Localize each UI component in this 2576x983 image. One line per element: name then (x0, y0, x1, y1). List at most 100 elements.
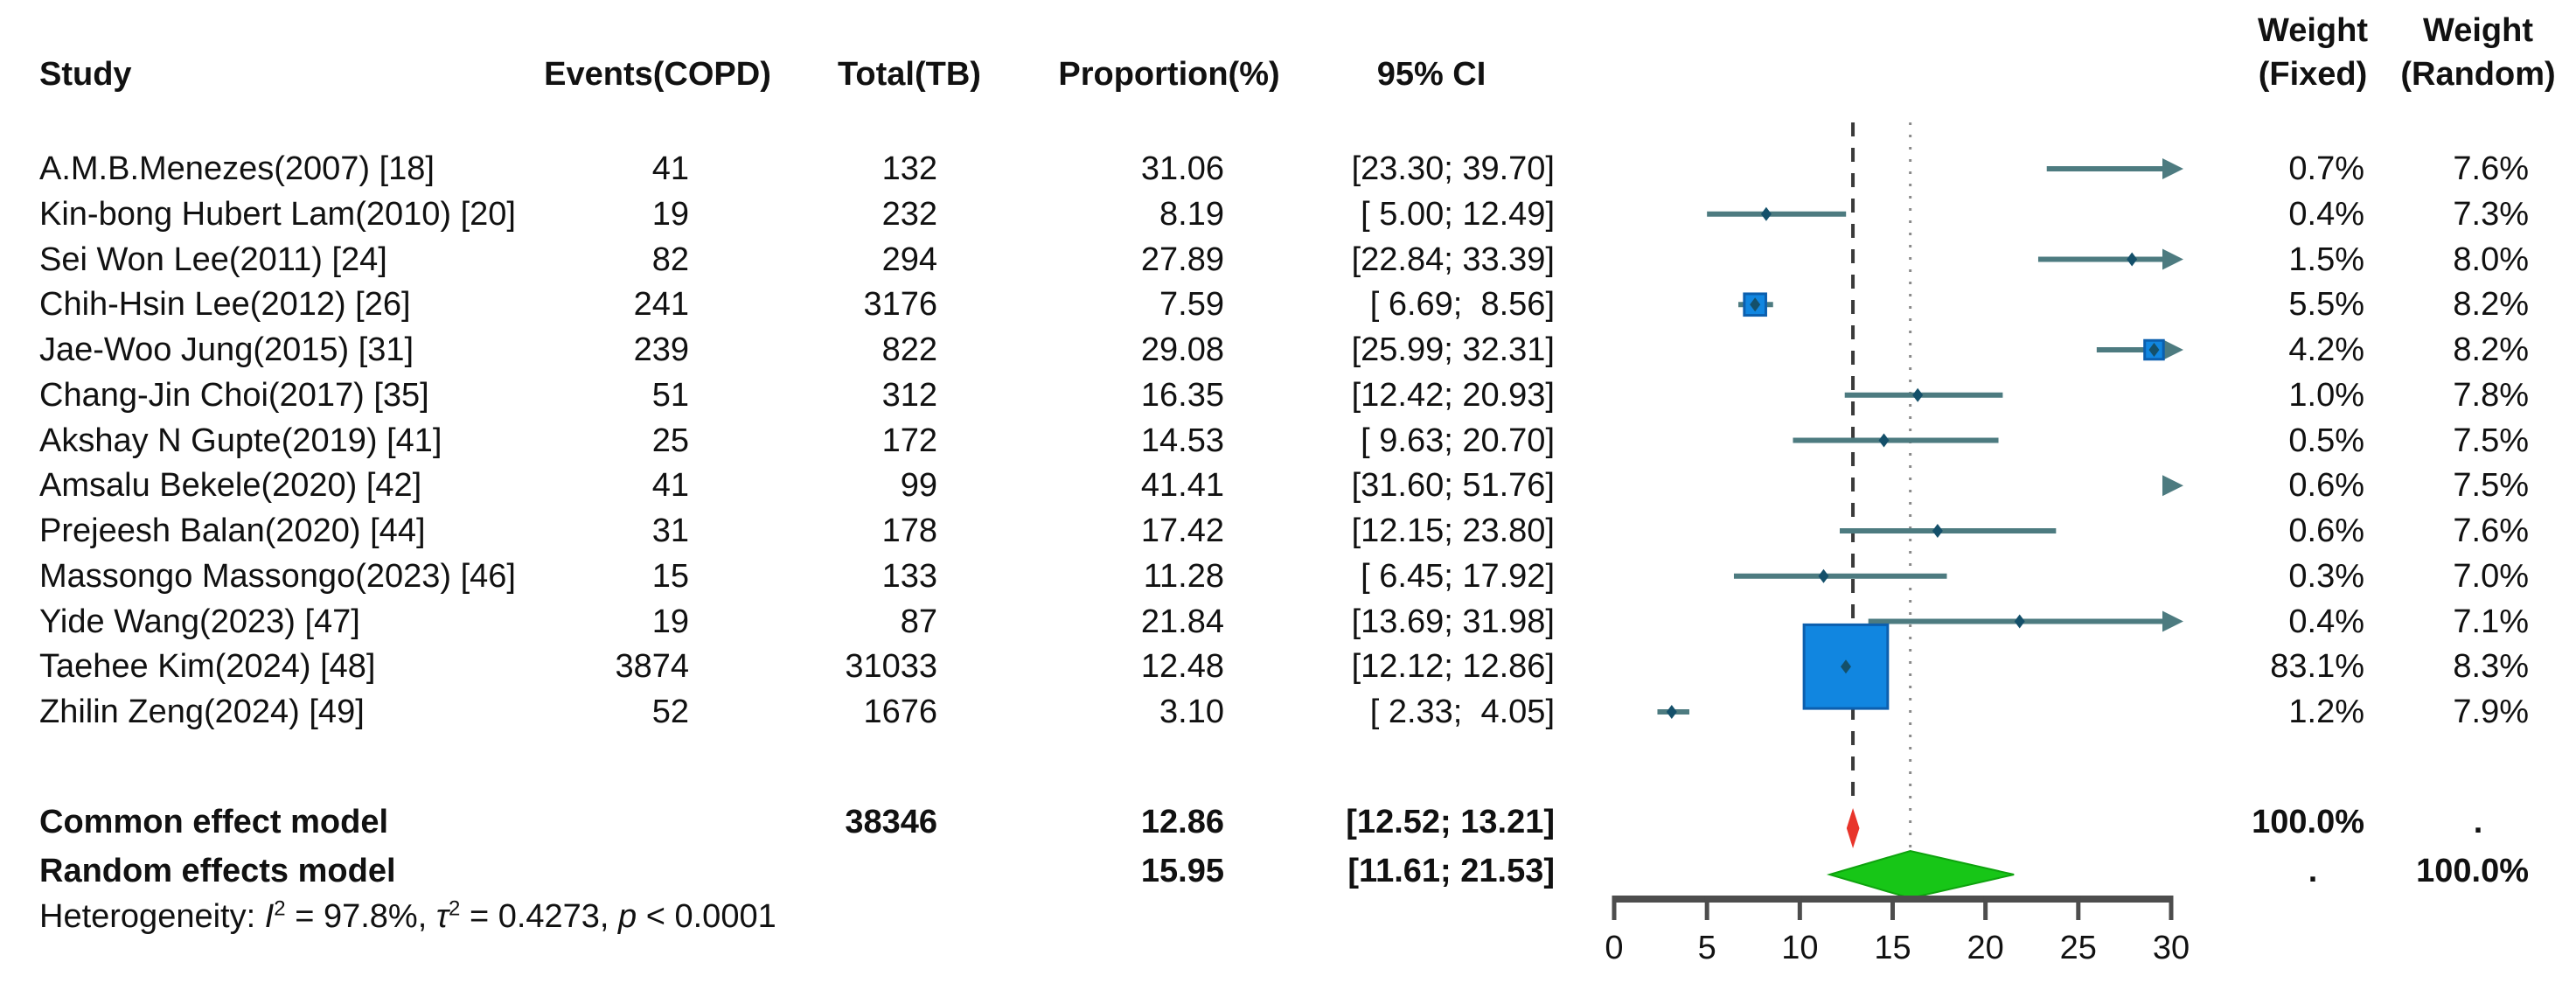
ci-value: [ 6.69; 8.56] (1369, 286, 1555, 324)
weight-fixed-value: 0.5% (2288, 422, 2364, 459)
weight-fixed-value: 1.0% (2288, 376, 2364, 414)
x-axis-tick-label: 0 (1605, 930, 1623, 966)
ci-value: [ 2.33; 4.05] (1369, 694, 1555, 730)
x-axis-tick-label: 20 (1967, 930, 2004, 966)
proportion-value: 29.08 (1140, 331, 1224, 368)
proportion-value: 11.28 (1143, 557, 1224, 595)
proportion-value: 17.42 (1140, 512, 1224, 549)
weight-random-value: 7.6% (2453, 150, 2529, 187)
x-axis-tick-label: 15 (1874, 930, 1911, 966)
common-effect-weight-fixed: 100.0% (2252, 804, 2364, 840)
weight-fixed-value: 0.3% (2288, 557, 2364, 595)
common-effect-weight-random: . (2473, 804, 2483, 840)
events-value: 3874 (615, 648, 689, 686)
heterogeneity-segment: I (264, 898, 275, 935)
ci-value: [12.42; 20.93] (1351, 376, 1555, 414)
total-value: 172 (881, 422, 937, 459)
ci-value: [23.30; 39.70] (1351, 150, 1555, 187)
random-effects-diamond (1826, 849, 2015, 900)
weight-fixed-value: 0.7% (2288, 150, 2364, 187)
total-value: 3176 (863, 286, 937, 324)
random-effects-weight-fixed: . (2308, 853, 2318, 889)
study-name: Taehee Kim(2024) [48] (39, 648, 376, 686)
proportion-value: 3.10 (1159, 694, 1224, 730)
proportion-value: 14.53 (1140, 422, 1224, 459)
ci-arrowhead (2162, 475, 2183, 497)
column-header-weight-fixed-line2: (Fixed) (2258, 56, 2368, 93)
weight-random-value: 7.9% (2453, 694, 2529, 730)
study-name: Prejeesh Balan(2020) [44] (39, 512, 426, 549)
random-effects-weight-random: 100.0% (2416, 853, 2529, 889)
heterogeneity-segment: p (618, 898, 637, 935)
ci-value: [ 6.45; 17.92] (1361, 557, 1555, 595)
weight-fixed-value: 0.4% (2288, 603, 2364, 640)
heterogeneity-segment: 2 (274, 896, 286, 921)
ci-arrowhead (2162, 610, 2183, 632)
random-effects-proportion: 15.95 (1140, 853, 1224, 889)
x-axis-tick-label: 30 (2153, 930, 2190, 966)
point-estimate-marker (2127, 252, 2138, 267)
column-header-proportion: Proportion(%) (1058, 56, 1280, 93)
heterogeneity-segment: = 97.8%, (285, 898, 436, 935)
weight-random-value: 8.2% (2453, 331, 2529, 368)
weight-random-value: 7.1% (2453, 603, 2529, 640)
events-value: 15 (651, 557, 689, 595)
x-axis-tick-label: 5 (1698, 930, 1716, 966)
ci-arrowhead (2162, 339, 2183, 360)
study-name: Massongo Massongo(2023) [46] (39, 557, 516, 595)
events-value: 31 (651, 512, 689, 549)
point-estimate-marker (1750, 297, 1761, 312)
common-effect-proportion: 12.86 (1140, 804, 1224, 840)
total-value: 232 (881, 195, 937, 233)
weight-random-value: 7.5% (2453, 422, 2529, 459)
total-value: 132 (881, 150, 937, 187)
proportion-value: 41.41 (1140, 467, 1224, 505)
ci-value: [12.15; 23.80] (1351, 512, 1555, 549)
random-effects-ci: [11.61; 21.53] (1347, 853, 1555, 889)
ci-value: [12.12; 12.86] (1351, 648, 1555, 686)
study-name: Jae-Woo Jung(2015) [31] (39, 331, 414, 368)
total-value: 133 (881, 557, 937, 595)
events-value: 41 (651, 150, 689, 187)
events-value: 52 (651, 694, 689, 730)
point-estimate-marker (2148, 343, 2160, 357)
column-header-total: Total(TB) (838, 56, 981, 93)
ci-value: [ 9.63; 20.70] (1361, 422, 1555, 459)
total-value: 294 (881, 241, 937, 278)
proportion-value: 8.19 (1159, 195, 1224, 233)
ci-arrowhead (2162, 248, 2183, 270)
weight-random-value: 8.2% (2453, 286, 2529, 324)
total-value: 31033 (845, 648, 937, 686)
point-estimate-marker (1760, 206, 1772, 221)
proportion-value: 21.84 (1140, 603, 1224, 640)
proportion-value: 16.35 (1140, 376, 1224, 414)
point-estimate-marker (2014, 614, 2025, 629)
point-estimate-marker (1932, 524, 1943, 538)
heterogeneity-note: Heterogeneity: I2 = 97.8%, τ2 = 0.4273, … (39, 894, 776, 939)
heterogeneity-segment: 2 (449, 896, 461, 921)
common-effect-diamond (1846, 808, 1860, 848)
heterogeneity-segment: < 0.0001 (637, 898, 776, 935)
common-effect-total: 38346 (845, 804, 937, 840)
study-name: A.M.B.Menezes(2007) [18] (39, 150, 435, 187)
study-name: Akshay N Gupte(2019) [41] (39, 422, 442, 459)
ci-value: [ 5.00; 12.49] (1361, 195, 1555, 233)
heterogeneity-segment: = 0.4273, (460, 898, 619, 935)
events-value: 25 (651, 422, 689, 459)
column-header-ci: 95% CI (1376, 56, 1486, 93)
proportion-value: 31.06 (1140, 150, 1224, 187)
heterogeneity-segment: τ (435, 898, 449, 935)
proportion-value: 7.59 (1159, 286, 1224, 324)
study-name: Amsalu Bekele(2020) [42] (39, 467, 422, 505)
total-value: 1676 (863, 694, 937, 730)
weight-random-value: 8.3% (2453, 648, 2529, 686)
total-value: 178 (881, 512, 937, 549)
weight-fixed-value: 4.2% (2288, 331, 2364, 368)
study-name: Kin-bong Hubert Lam(2010) [20] (39, 195, 516, 233)
weight-random-value: 7.5% (2453, 467, 2529, 505)
weight-fixed-value: 83.1% (2270, 648, 2364, 686)
x-axis-tick-label: 25 (2060, 930, 2097, 966)
column-header-weight-fixed-line1: Weight (2258, 12, 2368, 49)
